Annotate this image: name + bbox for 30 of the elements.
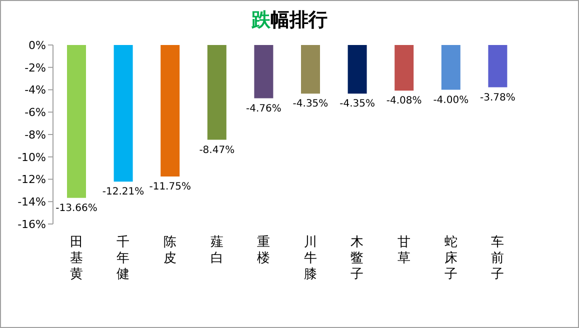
x-tick-label: 陈皮: [164, 235, 176, 266]
data-label: -3.78%: [480, 92, 516, 104]
x-tick-label: 甘草: [398, 235, 410, 266]
y-tick-label: -16%: [18, 218, 46, 231]
y-tick-label: -6%: [24, 106, 46, 120]
x-tick-label: 木鳖子: [350, 235, 364, 282]
y-tick-label: -8%: [24, 128, 46, 142]
y-tick-label: -10%: [18, 150, 46, 164]
data-label: -12.21%: [102, 186, 144, 198]
y-tick-label: -2%: [24, 61, 46, 74]
x-tick-label: 川牛膝: [304, 235, 317, 282]
y-tick-label: -14%: [18, 196, 46, 209]
y-tick-label: 0%: [28, 38, 46, 52]
data-label: -13.66%: [56, 202, 98, 214]
x-tick-label: 千年健: [116, 235, 130, 282]
x-tick-label: 车前子: [491, 235, 504, 282]
data-label: -4.35%: [292, 98, 328, 110]
data-label: -4.35%: [340, 98, 375, 110]
chart-title: 跌幅排行: [252, 9, 328, 31]
y-tick-label: -12%: [18, 173, 46, 186]
data-label: -4.08%: [386, 96, 422, 107]
data-label: -4.76%: [246, 103, 282, 114]
x-tick-label: 蛇床子: [444, 235, 458, 282]
y-tick-label: -4%: [24, 84, 46, 97]
data-label: -8.47%: [199, 144, 235, 156]
x-tick-label: 田基黄: [70, 235, 83, 282]
x-tick-label: 薤白: [210, 235, 224, 266]
x-tick-label: 重楼: [257, 235, 270, 266]
data-label: -4.00%: [433, 94, 469, 106]
data-label: -11.75%: [149, 181, 191, 192]
